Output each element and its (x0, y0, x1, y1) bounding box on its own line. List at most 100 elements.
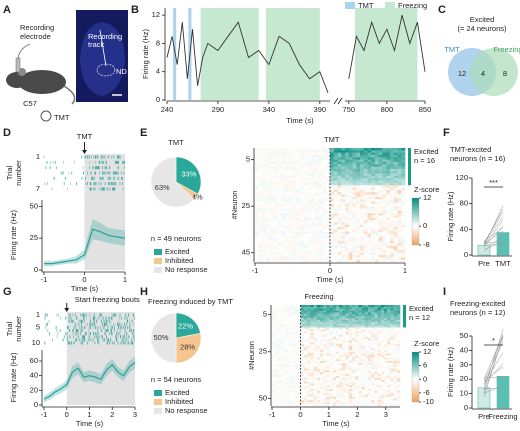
heat-cell (296, 229, 301, 233)
heat-cell (313, 370, 318, 373)
heat-cell (337, 213, 342, 216)
heat-cell (387, 385, 391, 388)
heat-cell (339, 306, 343, 310)
heat-cell (371, 323, 375, 326)
heat-cell (326, 148, 331, 151)
heat-cell (380, 323, 385, 326)
y-tick-label: 0 (156, 95, 160, 104)
heat-cell (300, 194, 305, 198)
heat-cell (342, 331, 346, 334)
heat-cell (401, 217, 406, 221)
heat-cell (361, 312, 366, 315)
heat-cell (348, 227, 353, 230)
heat-cell (352, 319, 356, 323)
heat-cell (315, 210, 320, 214)
heat-cell (348, 312, 353, 315)
heat-cell (297, 351, 302, 354)
heat-cell (326, 259, 331, 263)
heat-cell (387, 372, 391, 375)
heat-cell (320, 310, 324, 313)
heat-cell (390, 308, 394, 311)
heat-cell (374, 325, 378, 328)
heat-cell (323, 314, 327, 317)
heat-cell (375, 238, 380, 242)
heat-cell (345, 250, 350, 253)
heat-cell (300, 366, 305, 369)
heat-cell (297, 383, 302, 386)
heat-cell (378, 250, 383, 253)
heat-cell (258, 231, 263, 235)
heat-cell (297, 336, 302, 339)
heat-cell (330, 199, 335, 202)
heat-cell (361, 355, 366, 358)
heat-cell (278, 391, 282, 394)
heat-cell (358, 387, 362, 390)
heat-cell (352, 224, 357, 228)
heat-cell (371, 306, 375, 310)
heat-cell (272, 366, 276, 369)
heat-cell (315, 175, 320, 179)
heat-cell (307, 208, 312, 212)
heat-cell (374, 366, 378, 369)
heat-cell (358, 404, 362, 407)
heat-cell (393, 229, 398, 233)
heat-cell (348, 351, 353, 354)
heat-cell (361, 381, 366, 384)
heat-cell (390, 374, 394, 377)
heat-cell (270, 257, 275, 260)
heat-cell (387, 342, 391, 345)
heat-cell (378, 213, 383, 216)
heat-cell (356, 234, 361, 237)
heat-cell (296, 173, 301, 177)
heat-cell (374, 353, 378, 356)
heat-cell (278, 319, 282, 323)
heat-cell (393, 402, 398, 405)
heat-cell (313, 389, 318, 392)
heat-cell (296, 154, 301, 158)
heat-cell (307, 217, 312, 221)
heat-cell (278, 334, 282, 338)
legend-swatch (154, 267, 162, 273)
heat-cell (272, 310, 276, 313)
heat-cell (291, 325, 295, 328)
heat-cell (390, 234, 395, 237)
heat-cell (275, 306, 279, 310)
heat-cell (342, 357, 346, 360)
heat-cell (382, 182, 387, 186)
heat-cell (336, 351, 340, 354)
heat-cell (358, 392, 362, 396)
heat-cell (386, 201, 391, 205)
heat-cell (285, 157, 290, 160)
heat-cell (278, 310, 282, 313)
heat-cell (377, 342, 382, 345)
heat-cell (296, 148, 301, 151)
heat-cell (330, 245, 335, 249)
heat-cell (382, 259, 387, 263)
heat-cell (337, 150, 342, 153)
heat-cell (273, 180, 278, 184)
heat-cell (288, 220, 293, 223)
heat-cell (336, 348, 340, 351)
heat-cell (304, 319, 308, 323)
heat-cell (348, 361, 353, 364)
heat-cell (364, 344, 369, 347)
heat-cell (320, 342, 324, 345)
heat-cell (380, 305, 385, 308)
heat-cell (323, 402, 327, 405)
heat-cell (371, 398, 375, 401)
heat-cell (390, 316, 394, 319)
heat-cell (303, 159, 308, 163)
x-tick-label: 1 (123, 275, 127, 284)
heat-cell (272, 340, 276, 343)
heat-cell (378, 222, 383, 226)
heat-cell (345, 236, 350, 240)
heat-cell (313, 398, 318, 401)
heat-cell (322, 257, 327, 260)
heat-cell (390, 203, 395, 207)
heat-cell (363, 215, 368, 219)
heat-cell (374, 377, 378, 381)
heat-cell (266, 175, 271, 179)
heat-cell (358, 331, 362, 334)
heat-cell (311, 194, 316, 198)
heat-cell (310, 312, 314, 315)
